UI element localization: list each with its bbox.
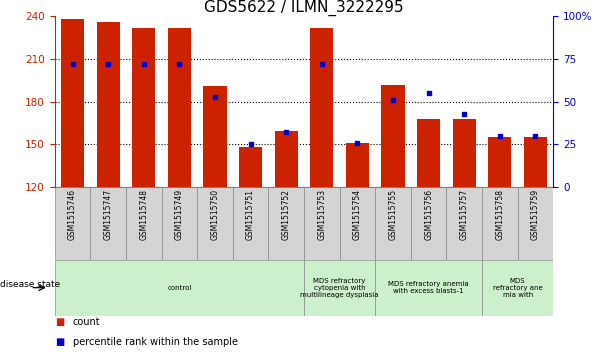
Bar <box>204 86 227 187</box>
Bar <box>197 187 233 260</box>
Bar <box>482 187 517 260</box>
Title: GDS5622 / ILMN_3222295: GDS5622 / ILMN_3222295 <box>204 0 404 16</box>
Text: GSM1515748: GSM1515748 <box>139 189 148 240</box>
Text: count: count <box>73 317 100 327</box>
Bar <box>453 119 476 187</box>
Text: GSM1515747: GSM1515747 <box>103 189 112 240</box>
Text: GSM1515746: GSM1515746 <box>68 189 77 240</box>
Bar <box>126 187 162 260</box>
Text: ■: ■ <box>55 337 64 347</box>
Bar <box>162 187 197 260</box>
Text: GSM1515755: GSM1515755 <box>389 189 398 240</box>
Bar <box>381 85 404 187</box>
Text: percentile rank within the sample: percentile rank within the sample <box>73 337 238 347</box>
Text: MDS refractory
cytopenia with
multilineage dysplasia: MDS refractory cytopenia with multilinea… <box>300 278 379 298</box>
Text: GSM1515757: GSM1515757 <box>460 189 469 240</box>
Bar <box>417 119 440 187</box>
Text: GSM1515758: GSM1515758 <box>496 189 505 240</box>
Text: MDS refractory anemia
with excess blasts-1: MDS refractory anemia with excess blasts… <box>389 281 469 294</box>
Bar <box>55 260 304 316</box>
Bar <box>61 19 84 187</box>
Bar <box>488 137 511 187</box>
Bar <box>239 147 262 187</box>
Text: GSM1515749: GSM1515749 <box>175 189 184 240</box>
Bar <box>411 187 446 260</box>
Bar <box>340 187 375 260</box>
Bar <box>275 131 298 187</box>
Text: GSM1515756: GSM1515756 <box>424 189 433 240</box>
Text: ■: ■ <box>55 317 64 327</box>
Bar <box>310 28 333 187</box>
Bar <box>346 143 369 187</box>
Bar <box>97 22 120 187</box>
Bar <box>268 187 304 260</box>
Bar <box>375 187 411 260</box>
Text: GSM1515759: GSM1515759 <box>531 189 540 240</box>
Bar <box>304 187 340 260</box>
Text: disease state: disease state <box>0 280 60 289</box>
Text: control: control <box>167 285 192 291</box>
Bar <box>91 187 126 260</box>
Text: MDS
refractory ane
mia with: MDS refractory ane mia with <box>493 278 542 298</box>
Text: GSM1515751: GSM1515751 <box>246 189 255 240</box>
Bar <box>517 187 553 260</box>
Text: GSM1515752: GSM1515752 <box>282 189 291 240</box>
Bar <box>375 260 482 316</box>
Bar <box>482 260 553 316</box>
Bar <box>524 137 547 187</box>
Bar <box>233 187 268 260</box>
Bar <box>446 187 482 260</box>
Text: GSM1515754: GSM1515754 <box>353 189 362 240</box>
Bar <box>55 187 91 260</box>
Text: GSM1515753: GSM1515753 <box>317 189 326 240</box>
Text: GSM1515750: GSM1515750 <box>210 189 219 240</box>
Bar <box>304 260 375 316</box>
Bar <box>132 28 155 187</box>
Bar <box>168 28 191 187</box>
